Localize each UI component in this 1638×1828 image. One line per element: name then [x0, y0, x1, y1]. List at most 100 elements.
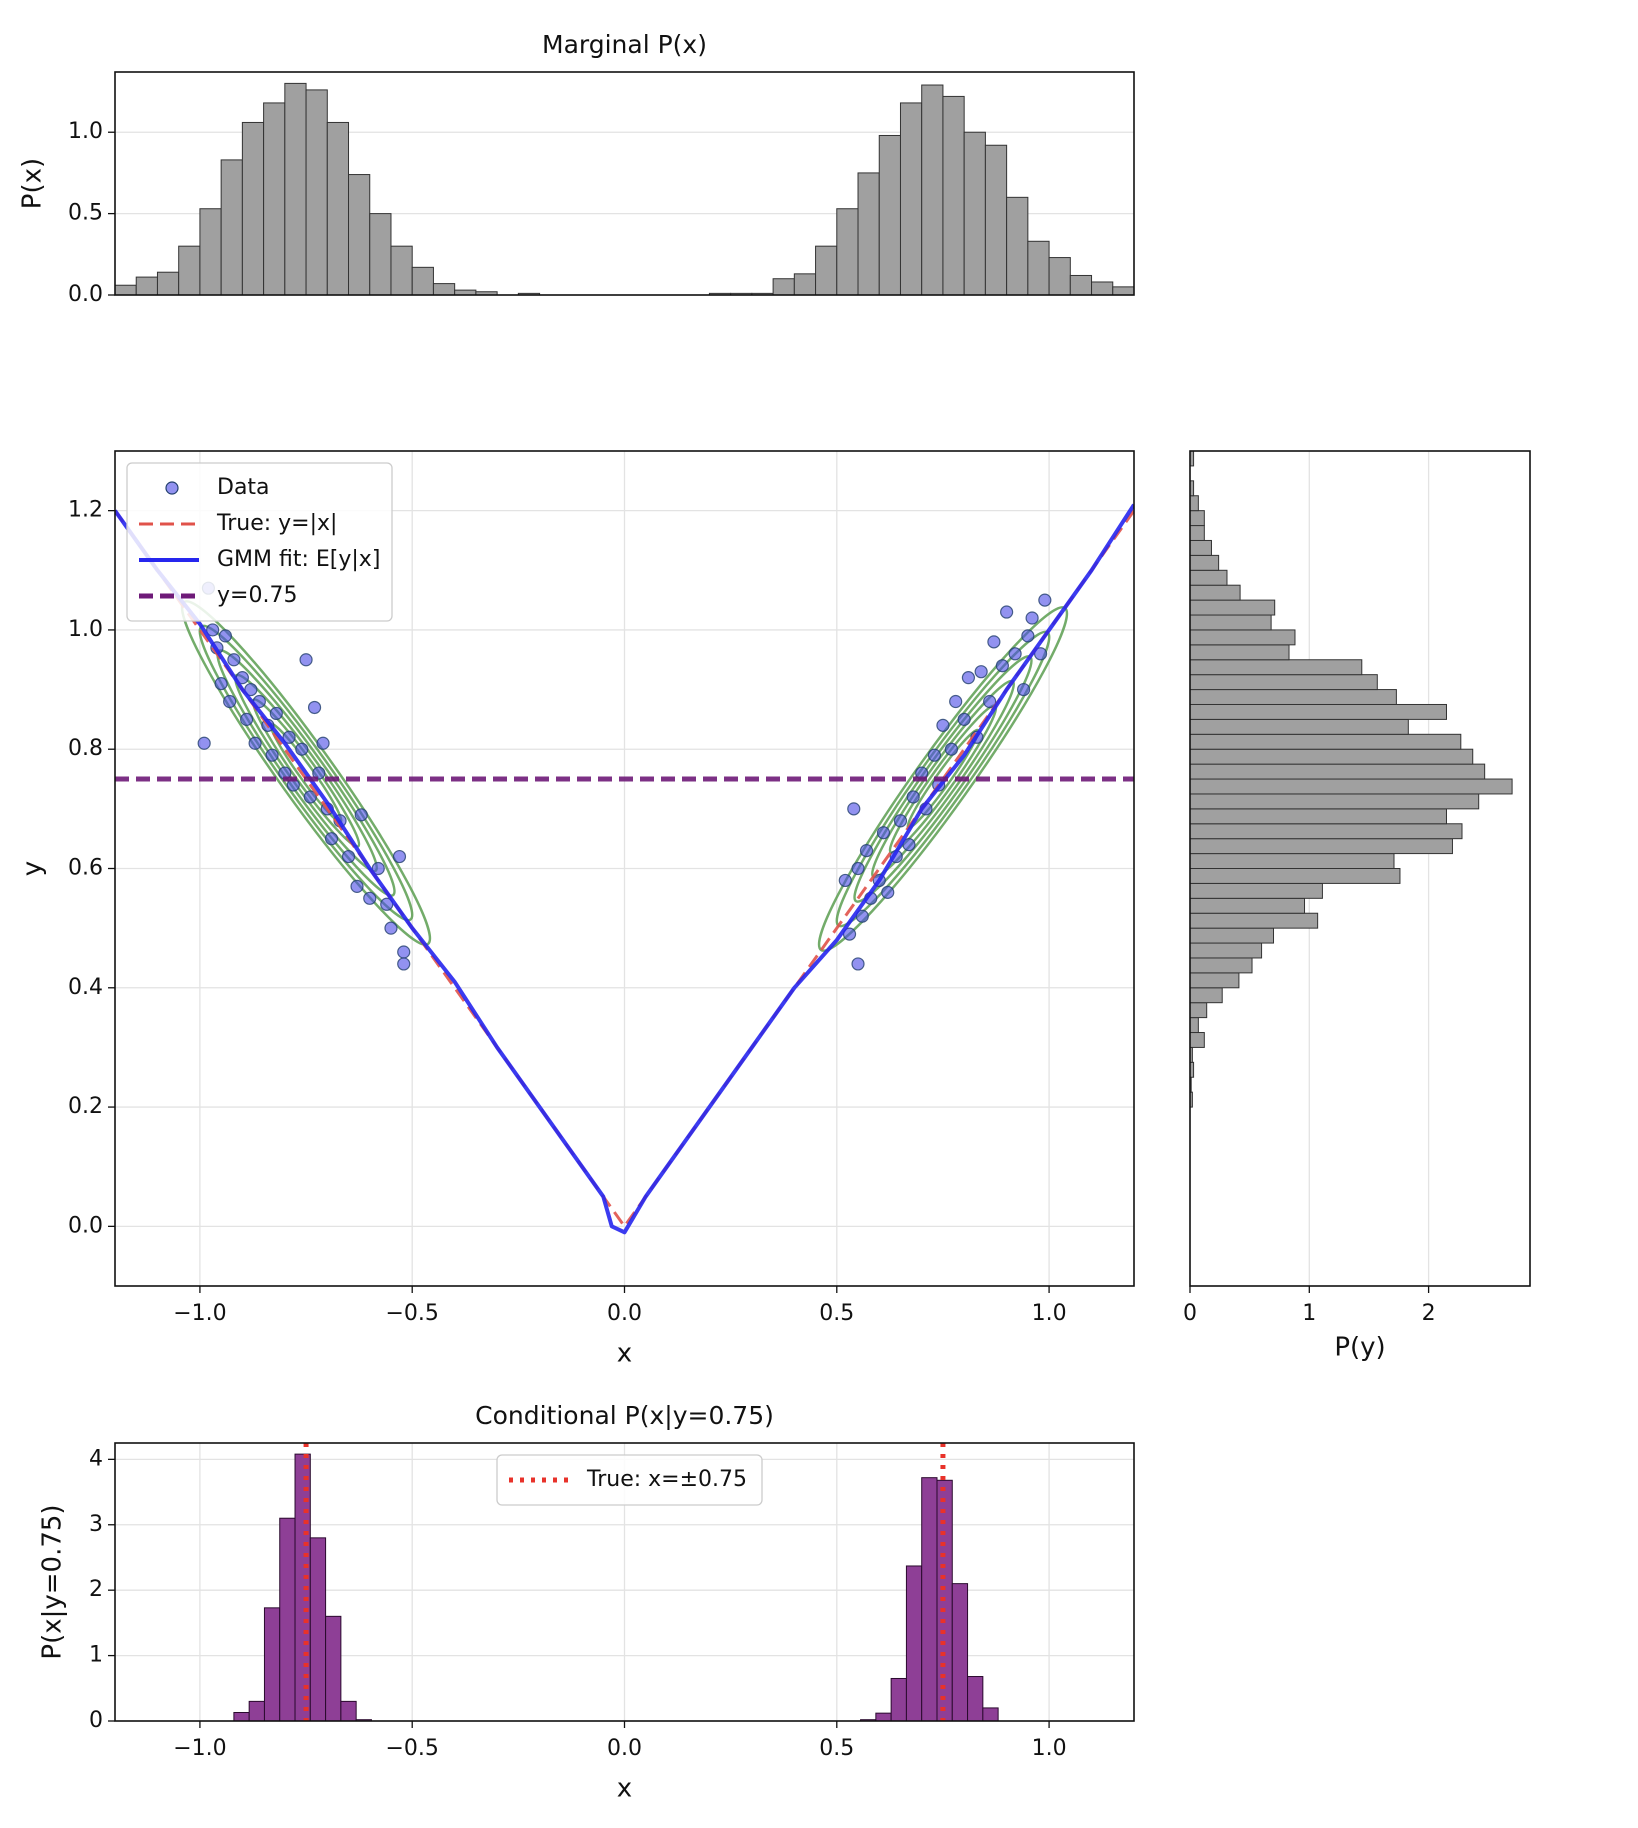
y-tick-label: 4: [89, 1446, 103, 1471]
bar: [878, 134, 901, 295]
data-point: [324, 832, 339, 846]
y-tick-label: 0.0: [68, 1213, 103, 1238]
data-point: [881, 885, 895, 899]
data-point: [957, 712, 971, 726]
data-point: [299, 653, 313, 667]
data-point: [995, 659, 1009, 673]
data-point: [983, 694, 997, 709]
data-point: [206, 623, 220, 637]
axes-frame: [114, 1442, 1135, 1722]
bar: [1190, 584, 1241, 601]
bar: [963, 131, 986, 295]
data-point: [307, 700, 322, 715]
line-series: [115, 503, 1134, 1235]
data-point: [265, 748, 279, 762]
data-point: [961, 671, 976, 685]
plot-area: [115, 82, 1134, 295]
data-point: [927, 748, 942, 762]
data-point: [303, 790, 317, 804]
x-tick-label: 0.0: [607, 1301, 642, 1326]
bar: [263, 102, 286, 295]
data-point: [341, 849, 356, 864]
data-point: [392, 849, 407, 864]
y-axis-label: P(x): [18, 158, 48, 209]
data-point: [902, 838, 916, 852]
bar: [305, 89, 328, 295]
bar: [220, 159, 243, 295]
y-tick-label: 1.0: [68, 119, 103, 144]
bar: [1190, 853, 1395, 870]
bar: [1190, 957, 1253, 974]
legend-box: [496, 1454, 763, 1506]
legend-label: GMM fit: E[y|x]: [217, 547, 380, 572]
y-tick-label: 3: [89, 1512, 103, 1537]
bar: [1048, 257, 1071, 295]
x-tick-label: −1.0: [173, 1736, 226, 1761]
data-point: [363, 891, 377, 905]
bar: [1190, 868, 1401, 884]
y-tick-label: 0: [89, 1708, 103, 1733]
data-point: [1025, 611, 1039, 625]
data-point: [851, 957, 865, 971]
bar: [178, 245, 201, 295]
x-tick-label: 0.0: [607, 1736, 642, 1761]
bar: [1190, 823, 1463, 840]
bar: [1190, 525, 1205, 541]
x-tick-label: 0: [1183, 1301, 1197, 1326]
bar: [967, 1676, 984, 1721]
x-axis-label: x: [617, 1774, 632, 1804]
data-point: [223, 694, 237, 709]
bar: [1190, 838, 1453, 855]
bar: [1190, 733, 1462, 750]
axes-frame: [114, 450, 1135, 1287]
data-point: [227, 653, 241, 667]
data-point: [949, 694, 963, 709]
bar: [1190, 942, 1263, 959]
bar: [233, 1711, 250, 1721]
bar: [984, 144, 1008, 295]
x-axis-label: P(y): [1334, 1333, 1385, 1363]
data-point: [282, 730, 296, 744]
bar: [248, 1700, 265, 1721]
y-axis-label: y: [18, 861, 48, 876]
bar: [1190, 987, 1223, 1004]
data-point: [987, 635, 1001, 649]
data-point: [851, 861, 865, 876]
data-point: [397, 957, 411, 971]
bar: [1190, 569, 1228, 586]
bar: [899, 102, 923, 295]
data-point: [847, 802, 861, 816]
data-point: [214, 677, 228, 691]
y-tick-label: 0.5: [68, 201, 103, 226]
bar: [1190, 539, 1212, 556]
data-point: [893, 814, 908, 828]
bar: [284, 82, 307, 295]
data-point: [371, 861, 385, 876]
bar: [1190, 778, 1513, 795]
bar: [115, 284, 137, 295]
legend-box: [126, 462, 393, 622]
y-tick-label: 1.0: [68, 617, 103, 642]
y-tick-label: 0.6: [68, 856, 103, 881]
bar: [1027, 240, 1050, 295]
grid-layer: [115, 131, 1430, 1722]
bar: [905, 1565, 923, 1721]
x-tick-label: 1.0: [1032, 1301, 1067, 1326]
y-tick-label: 0.0: [68, 282, 103, 307]
bar: [921, 1477, 938, 1721]
legend-label: True: y=|x|: [216, 511, 337, 536]
bar: [1091, 281, 1114, 295]
plot-area: [233, 1443, 999, 1721]
legend-marker: [165, 481, 179, 495]
plot-area: [1190, 451, 1513, 1108]
bar: [1190, 1002, 1208, 1019]
plot-area: [115, 503, 1134, 1235]
bar: [1190, 644, 1290, 661]
data-point: [859, 844, 874, 858]
data-point: [842, 927, 857, 941]
data-point: [1033, 647, 1048, 661]
bar: [875, 1712, 892, 1721]
bar: [1190, 763, 1486, 780]
data-point: [248, 736, 262, 750]
